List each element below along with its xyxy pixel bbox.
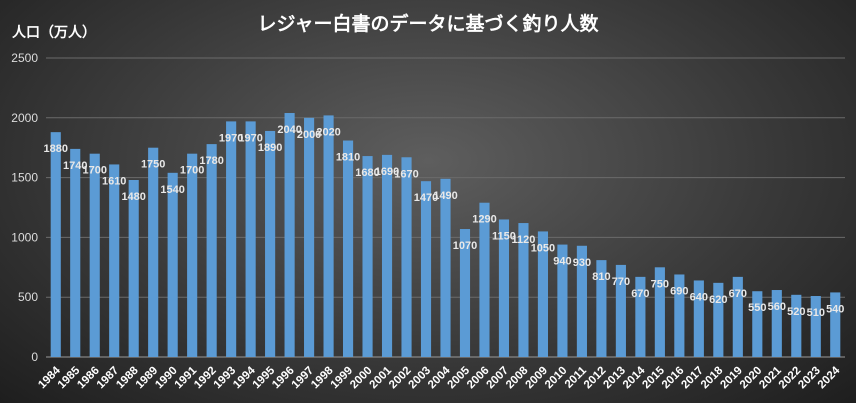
bar xyxy=(304,117,315,357)
bar xyxy=(70,148,81,357)
bar xyxy=(654,267,665,357)
bar xyxy=(167,172,178,357)
data-label: 2040 xyxy=(277,124,301,136)
data-label: 1670 xyxy=(394,168,418,180)
bar xyxy=(557,244,568,357)
data-label: 1680 xyxy=(355,167,379,179)
y-tick-label: 500 xyxy=(18,290,38,304)
bar xyxy=(576,245,587,357)
bar xyxy=(635,276,646,357)
bar xyxy=(518,223,529,357)
data-label: 560 xyxy=(768,301,786,313)
bar xyxy=(226,121,237,357)
data-label: 810 xyxy=(592,271,610,283)
bar xyxy=(109,164,120,357)
bar xyxy=(713,282,724,357)
bar xyxy=(810,296,821,357)
data-label: 550 xyxy=(748,302,766,314)
data-label: 1890 xyxy=(258,142,282,154)
data-label: 750 xyxy=(651,278,669,290)
y-tick-label: 1500 xyxy=(11,171,38,185)
bar xyxy=(596,260,607,357)
y-tick-label: 2500 xyxy=(11,51,38,65)
bar xyxy=(323,115,334,358)
bar xyxy=(459,229,471,357)
bar xyxy=(245,121,256,357)
data-label: 1490 xyxy=(433,190,457,202)
bar xyxy=(732,276,743,357)
data-label: 1690 xyxy=(375,166,399,178)
bar xyxy=(615,264,626,357)
data-label: 1120 xyxy=(512,234,536,246)
data-label: 770 xyxy=(612,276,630,288)
data-label: 1750 xyxy=(141,159,165,171)
data-label: 1610 xyxy=(102,175,126,187)
data-label: 670 xyxy=(631,288,649,300)
data-label: 1880 xyxy=(44,143,68,155)
bar xyxy=(440,178,451,357)
bar xyxy=(420,181,432,357)
bar xyxy=(479,202,490,357)
x-tick-label: 2024 xyxy=(816,364,843,391)
y-tick-label: 1000 xyxy=(11,230,38,244)
data-label: 690 xyxy=(670,285,688,297)
data-label: 1070 xyxy=(453,240,477,252)
data-label: 2000 xyxy=(297,129,321,141)
y-tick-label: 0 xyxy=(31,350,38,364)
data-label: 1780 xyxy=(199,155,223,167)
data-label: 1810 xyxy=(336,152,360,164)
data-label: 930 xyxy=(573,257,591,269)
bar xyxy=(284,113,295,358)
x-tick-label: 2010 xyxy=(543,365,570,392)
bar xyxy=(401,157,412,357)
bar xyxy=(693,280,704,357)
data-label: 1700 xyxy=(180,165,204,177)
data-label: 510 xyxy=(807,307,825,319)
bar xyxy=(89,153,100,357)
data-label: 620 xyxy=(709,294,727,306)
data-label: 1480 xyxy=(121,191,145,203)
bar xyxy=(50,132,61,357)
data-label: 1700 xyxy=(82,165,106,177)
data-label: 520 xyxy=(787,306,805,318)
bar xyxy=(206,144,217,357)
bar xyxy=(771,290,782,357)
data-label: 1970 xyxy=(238,132,262,144)
bar xyxy=(128,179,139,357)
y-tick-label: 2000 xyxy=(11,111,38,125)
data-label: 1970 xyxy=(219,132,243,144)
data-label: 1150 xyxy=(492,230,516,242)
data-label: 1290 xyxy=(472,214,496,226)
bar xyxy=(537,231,549,357)
data-label: 540 xyxy=(826,303,844,315)
chart-title: レジャー白書のデータに基づく釣り人数 xyxy=(257,13,599,35)
data-label: 940 xyxy=(553,256,571,268)
data-label: 1540 xyxy=(160,184,184,196)
data-label: 670 xyxy=(729,288,747,300)
data-label: 1740 xyxy=(63,160,87,172)
bar xyxy=(752,291,763,357)
bar xyxy=(830,292,841,357)
y-axis-label: 人口（万人） xyxy=(12,25,96,41)
bar xyxy=(148,147,159,357)
data-label: 1470 xyxy=(414,192,438,204)
bar xyxy=(674,274,685,357)
bar xyxy=(187,153,198,357)
data-label: 1050 xyxy=(531,242,555,254)
bar xyxy=(362,156,373,357)
bar xyxy=(498,219,510,357)
bar xyxy=(265,130,276,357)
bar xyxy=(791,294,802,357)
data-label: 640 xyxy=(690,291,708,303)
data-label: 2020 xyxy=(316,126,340,138)
bar xyxy=(342,140,354,357)
bar xyxy=(381,154,393,357)
